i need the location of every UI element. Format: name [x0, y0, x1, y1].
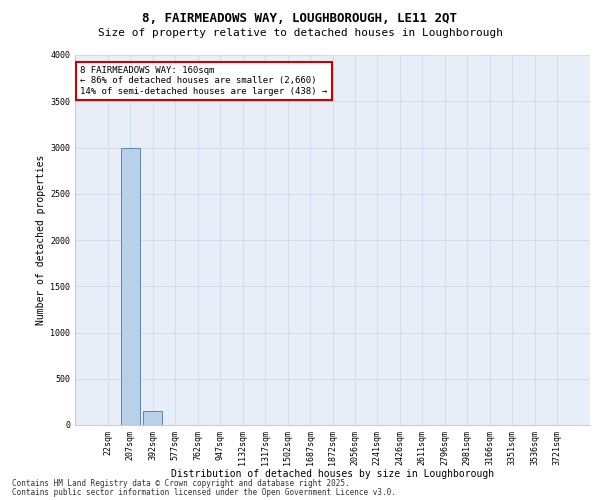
Bar [143, 411, 163, 425]
Text: 8 FAIRMEADOWS WAY: 160sqm
← 86% of detached houses are smaller (2,660)
14% of se: 8 FAIRMEADOWS WAY: 160sqm ← 86% of detac… [80, 66, 328, 96]
Text: Contains HM Land Registry data © Crown copyright and database right 2025.: Contains HM Land Registry data © Crown c… [12, 479, 350, 488]
Text: Contains public sector information licensed under the Open Government Licence v3: Contains public sector information licen… [12, 488, 396, 497]
Text: Size of property relative to detached houses in Loughborough: Size of property relative to detached ho… [97, 28, 503, 38]
Text: 8, FAIRMEADOWS WAY, LOUGHBOROUGH, LE11 2QT: 8, FAIRMEADOWS WAY, LOUGHBOROUGH, LE11 2… [143, 12, 458, 26]
X-axis label: Distribution of detached houses by size in Loughborough: Distribution of detached houses by size … [171, 469, 494, 479]
Bar [121, 148, 140, 425]
Y-axis label: Number of detached properties: Number of detached properties [36, 155, 46, 325]
